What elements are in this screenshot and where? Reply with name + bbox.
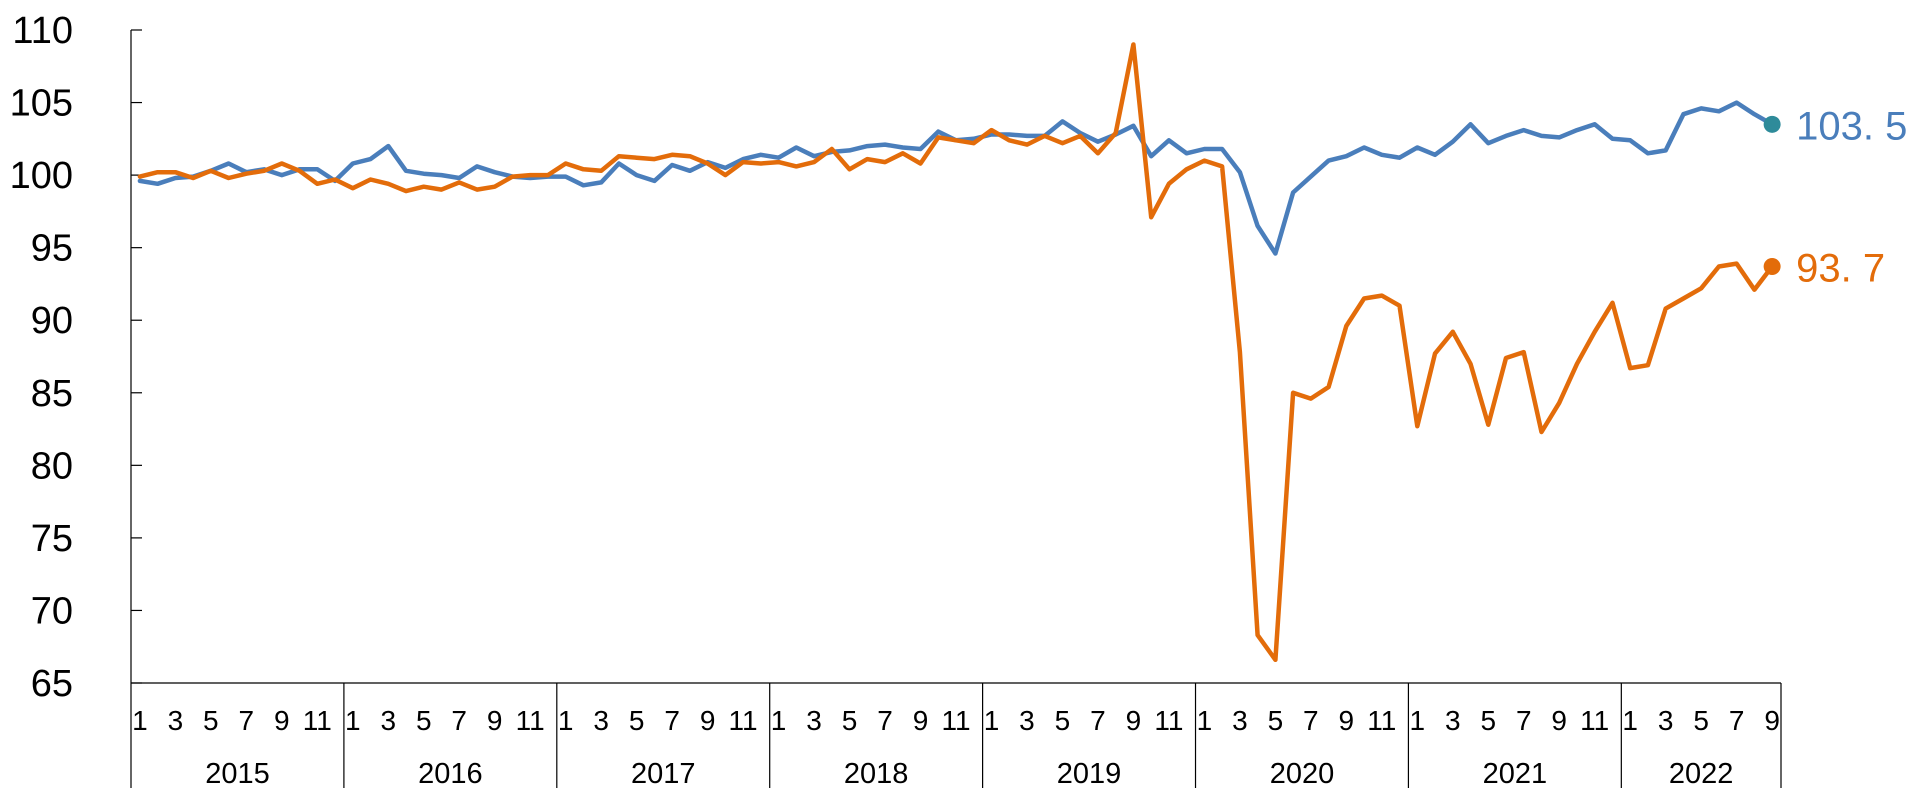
series-end-label-2: 93. 7 [1796,247,1885,291]
x-month-label: 7 [239,705,255,736]
x-year-label: 2017 [631,758,696,788]
x-month-label: 3 [168,705,184,736]
x-month-label: 7 [664,705,680,736]
x-year-label: 2019 [1057,758,1122,788]
x-month-label: 5 [203,705,219,736]
x-month-label: 3 [806,705,822,736]
x-year-label: 2018 [844,758,909,788]
x-month-label: 3 [1019,705,1035,736]
x-month-label: 7 [877,705,893,736]
x-month-label: 1 [984,705,1000,736]
x-month-label: 9 [274,705,290,736]
x-month-label: 1 [1410,705,1426,736]
x-year-label: 2021 [1483,758,1548,788]
x-month-label: 9 [1764,705,1780,736]
x-month-label: 3 [593,705,609,736]
series-line-1 [137,100,1775,256]
x-month-label: 11 [1580,705,1609,736]
x-year-label: 2016 [418,758,483,788]
x-month-label: 7 [1090,705,1106,736]
x-month-label: 7 [1303,705,1319,736]
x-year-label: 2020 [1270,758,1335,788]
x-month-label: 9 [1339,705,1355,736]
x-year-label: 2015 [205,758,270,788]
x-month-label: 5 [1480,705,1496,736]
series-end-label-1: 103. 5 [1796,104,1907,148]
y-tick-label: 110 [12,10,73,52]
x-month-label: 1 [771,705,787,736]
x-month-label: 1 [1622,705,1638,736]
x-month-label: 3 [1658,705,1674,736]
x-month-label: 7 [1729,705,1745,736]
x-month-label: 1 [132,705,148,736]
x-month-label: 11 [941,705,970,736]
y-tick-label: 100 [10,155,73,197]
x-month-label: 9 [913,705,929,736]
series-end-marker-1 [1763,115,1781,133]
y-tick-label: 70 [31,590,73,632]
x-month-label: 3 [1445,705,1461,736]
y-tick-label: 80 [31,445,73,487]
x-month-label: 5 [1055,705,1071,736]
x-month-label: 7 [1516,705,1532,736]
x-month-label: 1 [345,705,361,736]
y-tick-label: 95 [31,228,73,270]
y-tick-label: 85 [31,373,73,415]
x-month-label: 1 [1197,705,1213,736]
y-tick-label: 65 [31,663,73,705]
y-axis: 65 70 75 80 85 90 95 100 105 110 [10,10,142,705]
x-month-label: 5 [1693,705,1709,736]
y-tick-label: 105 [10,83,73,125]
x-month-label: 5 [416,705,432,736]
y-tick-label: 75 [31,518,73,560]
x-month-label: 3 [1232,705,1248,736]
x-month-label: 1 [558,705,574,736]
x-month-label: 11 [303,705,332,736]
series-end-marker-2 [1763,258,1781,276]
x-month-label: 9 [1551,705,1567,736]
series-line-2 [137,42,1775,663]
series-group: 103. 5 93. 7 [137,42,1907,663]
x-year-label: 2022 [1669,758,1734,788]
x-month-label: 5 [1268,705,1284,736]
x-month-label: 9 [1126,705,1142,736]
x-month-label: 11 [729,705,758,736]
x-month-label: 9 [487,705,503,736]
x-month-label: 3 [380,705,396,736]
x-month-label: 9 [700,705,716,736]
x-month-label: 11 [1154,705,1183,736]
x-month-label: 7 [451,705,467,736]
x-month-label: 11 [1367,705,1396,736]
x-month-label: 5 [629,705,645,736]
x-month-label: 5 [842,705,858,736]
y-tick-label: 90 [31,300,73,342]
x-month-label: 11 [516,705,545,736]
